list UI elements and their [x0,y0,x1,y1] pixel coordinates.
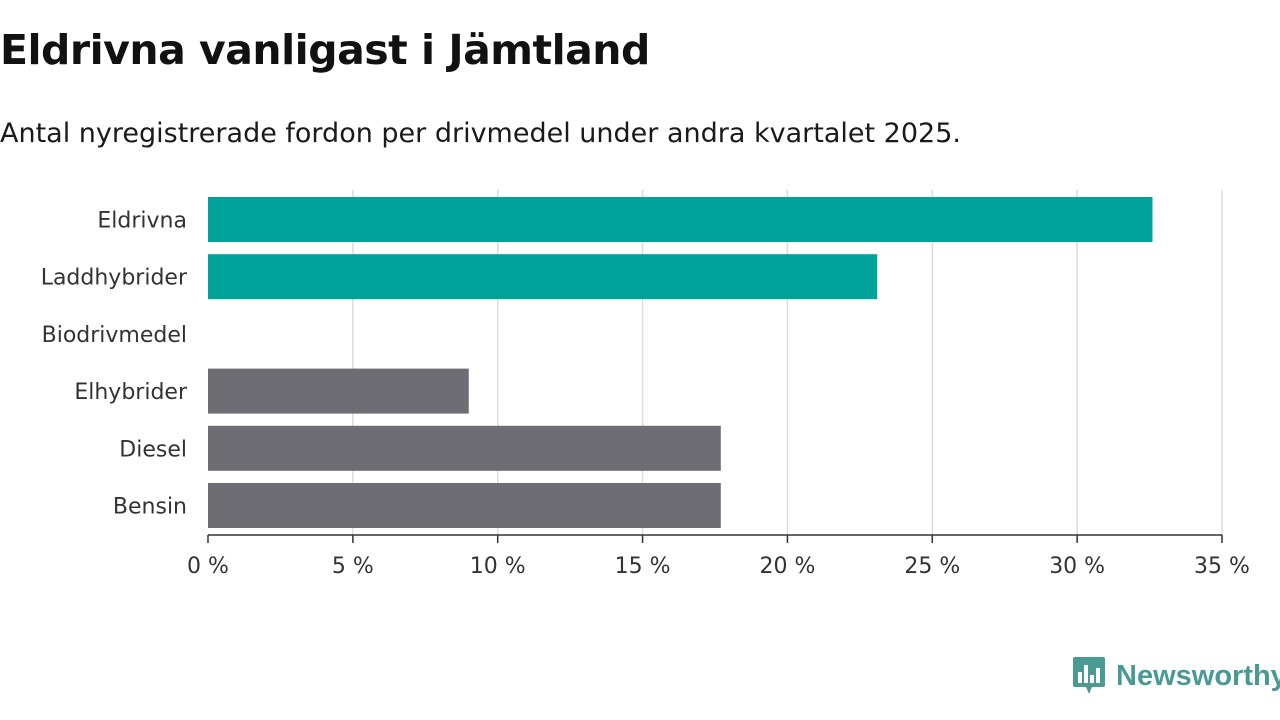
x-tick-label: 15 % [615,554,671,579]
chart-subtitle: Antal nyregistrerade fordon per drivmede… [0,118,961,149]
category-label: Biodrivmedel [42,323,187,348]
bar-chart: 0 % 5 % 10 % 15 % 20 % 25 % 30 % 35 % Eldrivna L… [41,190,1250,579]
bars [208,197,1153,528]
bar-laddhybrider [208,254,878,300]
category-label: Bensin [113,495,187,520]
category-label: Diesel [119,437,187,462]
bar-diesel [208,425,721,471]
x-axis: 0 % 5 % 10 % 15 % 20 % 25 % 30 % 35 % [187,534,1250,579]
x-tick-label: 35 % [1194,554,1250,579]
newsworthy-chart-icon [1073,657,1105,694]
x-tick-label: 30 % [1049,554,1105,579]
category-label: Elhybrider [74,380,188,405]
chart-title: Eldrivna vanligast i Jämtland [0,26,650,74]
category-labels: Eldrivna Laddhybrider Biodrivmedel Elhybrid… [41,209,188,520]
x-tick-label: 5 % [332,554,374,579]
grid-lines [352,190,1223,535]
logo-text: Newsworthy [1116,659,1280,692]
newsworthy-logo: Newsworthy [1072,654,1280,698]
x-tick-label: 25 % [904,554,960,579]
x-tick-label: 10 % [470,554,526,579]
category-label: Laddhybrider [41,266,188,291]
bar-elhybrider [208,368,469,414]
category-label: Eldrivna [97,209,187,234]
bar-bensin [208,483,721,528]
x-tick-label: 20 % [759,554,815,579]
bar-eldrivna [208,197,1153,242]
x-tick-label: 0 % [187,554,229,579]
